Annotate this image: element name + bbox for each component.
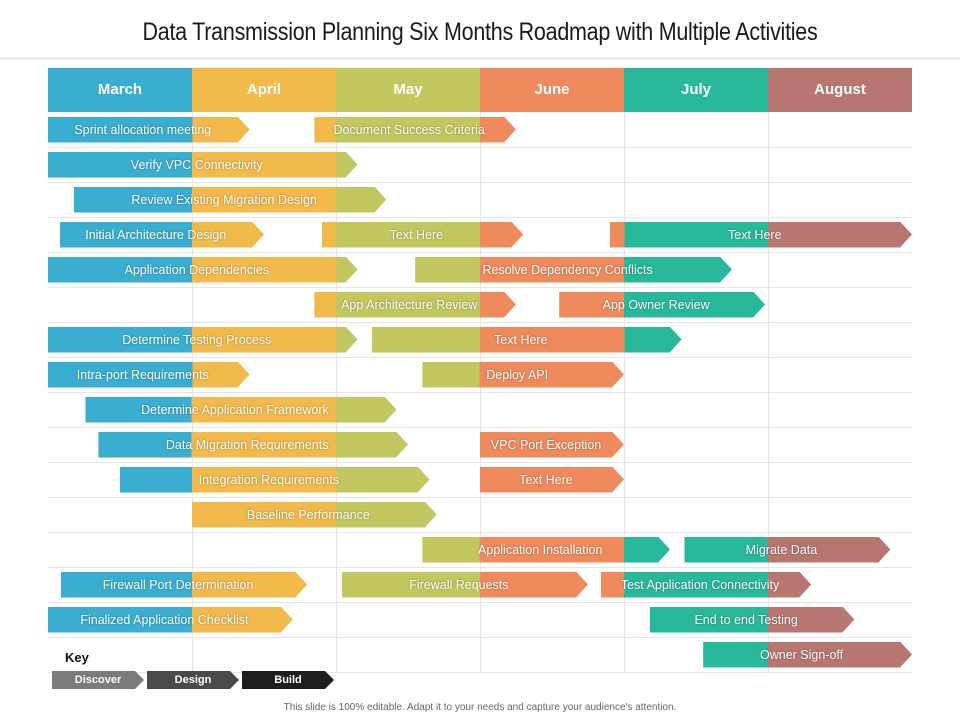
activity-label: Firewall Requests [409, 577, 509, 592]
footer-note: This slide is 100% editable. Adapt it to… [283, 702, 677, 713]
grid-row-divider [48, 322, 912, 323]
activity-label: Intra-port Requirements [76, 367, 209, 382]
activity-label: Initial Architecture Design [85, 227, 227, 242]
month-header-april[interactable]: April [192, 68, 336, 112]
grid-row-divider [48, 602, 912, 603]
activity-bar[interactable]: Resolve Dependency Conflicts [415, 256, 732, 283]
activity-label: Determine Testing Process [122, 332, 272, 347]
activity-bar[interactable]: Finalized Application Checklist [48, 606, 293, 633]
activity-label: Text Here [494, 332, 548, 347]
activity-bar[interactable]: App Architecture Review [314, 291, 516, 318]
activity-label: Baseline Performance [246, 507, 370, 522]
month-header-may[interactable]: May [336, 68, 480, 112]
grid-column-divider [624, 112, 625, 674]
activity-bar[interactable]: Firewall Port Determination [60, 571, 308, 598]
grid-row-divider [48, 392, 912, 393]
grid-column-divider [768, 112, 769, 674]
month-header-august[interactable]: August [768, 68, 912, 112]
activity-label: Resolve Dependency Conflicts [482, 262, 653, 277]
activity-bar[interactable]: Text Here [372, 326, 682, 353]
activity-label: Verify VPC Connectivity [130, 157, 263, 172]
activity-bar[interactable]: Migrate Data [684, 536, 891, 563]
activity-label: Integration Requirements [198, 472, 339, 487]
activity-label: Determine Application Framework [141, 402, 329, 417]
title-divider [0, 57, 960, 60]
activity-label: Test Application Connectivity [620, 577, 780, 592]
activity-bar[interactable]: Test Application Connectivity [600, 571, 812, 598]
activity-bar[interactable]: End to end Testing [649, 606, 855, 633]
grid-row-divider [48, 252, 912, 253]
activity-label: Text Here [389, 227, 444, 242]
grid-row-divider [48, 497, 912, 498]
activity-label: Migrate Data [745, 542, 818, 557]
key-item-build: Build [242, 671, 334, 689]
grid-row-divider [48, 357, 912, 358]
grid-row-divider [48, 182, 912, 183]
slide-title: Data Transmission Planning Six Months Ro… [142, 18, 818, 46]
activity-bar[interactable]: Data Migration Requirements [98, 431, 408, 458]
activity-label: Application Installation [478, 542, 603, 557]
activity-bar[interactable]: Intra-port Requirements [48, 361, 250, 388]
grid-row-divider [48, 637, 912, 638]
grid-row-divider [48, 532, 912, 533]
activity-bar[interactable]: Text Here [321, 221, 524, 248]
key-item-design: Design [147, 671, 239, 689]
activity-label: Finalized Application Checklist [80, 612, 249, 627]
activity-bar[interactable]: Text Here [480, 466, 624, 493]
grid-row-divider [48, 672, 912, 673]
activity-bar[interactable]: Text Here [609, 221, 912, 248]
grid-column-divider [480, 112, 481, 674]
activity-bar[interactable]: Verify VPC Connectivity [48, 151, 358, 178]
activity-bar[interactable]: Initial Architecture Design [59, 221, 264, 248]
activity-bar[interactable]: Firewall Requests [341, 571, 588, 598]
activity-bar[interactable]: Application Installation [422, 536, 671, 563]
activity-label: Sprint allocation meeting [74, 122, 212, 137]
grid-row-divider [48, 217, 912, 218]
activity-bar[interactable]: Determine Testing Process [48, 326, 358, 353]
grid-column-divider [192, 112, 193, 674]
key-item-discover: Discover [52, 671, 144, 689]
activity-bar[interactable]: App Owner Review [559, 291, 766, 318]
activity-label: Document Success Criteria [333, 122, 485, 137]
activity-label: Deploy API [486, 367, 549, 382]
grid-row-divider [48, 462, 912, 463]
activity-bar[interactable]: Deploy API [422, 361, 624, 388]
grid-row-divider [48, 287, 912, 288]
activity-label: Owner Sign-off [760, 647, 844, 662]
activity-label: Firewall Port Determination [102, 577, 254, 592]
month-header-march[interactable]: March [48, 68, 192, 112]
month-header-july[interactable]: July [624, 68, 768, 112]
activity-bar[interactable]: Review Existing Migration Design [73, 186, 387, 213]
activity-bar[interactable]: Integration Requirements [120, 466, 430, 493]
activity-label: Text Here [519, 472, 573, 487]
activity-bar[interactable]: Owner Sign-off [703, 641, 912, 668]
activity-label: App Owner Review [602, 297, 710, 312]
activity-bar[interactable]: Document Success Criteria [314, 116, 516, 143]
month-header-june[interactable]: June [480, 68, 624, 112]
grid-row-divider [48, 427, 912, 428]
activity-label: App Architecture Review [341, 297, 478, 312]
activity-bar[interactable]: Baseline Performance [192, 501, 437, 528]
activity-label: Application Dependencies [124, 262, 270, 277]
activity-bar[interactable]: Determine Application Framework [85, 396, 397, 423]
activity-bar[interactable]: VPC Port Exception [480, 431, 624, 458]
activity-bar[interactable]: Application Dependencies [48, 256, 358, 283]
activity-label: End to end Testing [694, 612, 798, 627]
key-title: Key [65, 650, 89, 665]
activity-label: Text Here [728, 227, 782, 242]
grid-row-divider [48, 567, 912, 568]
grid-row-divider [48, 147, 912, 148]
activity-label: Review Existing Migration Design [131, 192, 317, 207]
activity-bar[interactable]: Sprint allocation meeting [48, 116, 250, 143]
activity-label: Data Migration Requirements [165, 437, 329, 452]
activity-label: VPC Port Exception [490, 437, 602, 452]
grid-column-divider [336, 112, 337, 674]
